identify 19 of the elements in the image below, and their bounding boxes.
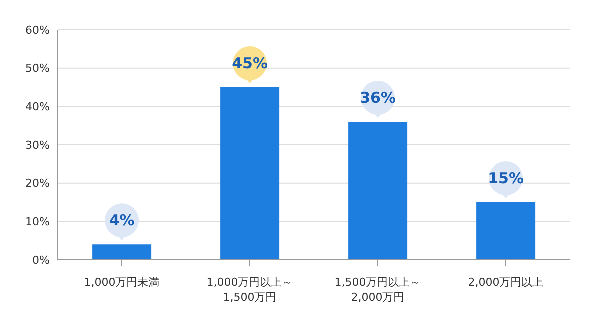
y-tick-label: 40% xyxy=(26,100,50,114)
y-tick-label: 30% xyxy=(26,138,50,152)
bar xyxy=(348,122,408,260)
data-label: 15% xyxy=(488,170,524,188)
y-tick-label: 20% xyxy=(26,177,50,190)
data-label: 45% xyxy=(232,54,268,72)
x-tick-label: 1,000万円未満 xyxy=(84,276,160,289)
y-tick-label: 0% xyxy=(32,254,50,267)
x-tick-label: 2,000万円以上 xyxy=(468,276,544,289)
bar xyxy=(220,88,280,260)
bar xyxy=(92,244,152,260)
y-tick-label: 50% xyxy=(26,62,50,76)
x-tick-label: 1,500万円以上～2,000万円 xyxy=(334,276,422,304)
y-tick-label: 60% xyxy=(26,24,50,37)
y-tick-label: 10% xyxy=(26,216,50,229)
x-tick-label: 1,000万円以上～1,500万円 xyxy=(206,276,294,304)
data-label: 4% xyxy=(109,212,135,230)
bar xyxy=(476,202,536,260)
data-label: 36% xyxy=(360,89,396,107)
